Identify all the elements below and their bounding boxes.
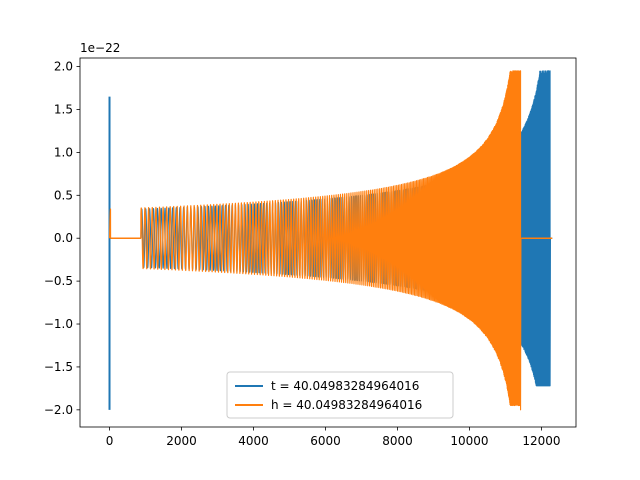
y-tick-label: 0.0: [54, 231, 73, 245]
x-tick-label: 2000: [166, 434, 197, 448]
series-h-chirp: [108, 70, 522, 411]
y-tick-label: −1.0: [44, 317, 73, 331]
y-tick-label: 2.0: [54, 60, 73, 74]
x-tick-label: 0: [106, 434, 114, 448]
y-axis-ticks: −2.0 −1.5 −1.0 −0.5 0.0 0.5 1.0 1.5 2.0: [44, 60, 80, 417]
x-tick-label: 8000: [382, 434, 413, 448]
y-tick-label: 1.0: [54, 145, 73, 159]
y-tick-label: 0.5: [54, 188, 73, 202]
legend: t = 40.04983284964016 h = 40.049832849640…: [226, 371, 454, 419]
y-tick-label: 1.5: [54, 102, 73, 116]
axes-frame: [79, 57, 577, 428]
x-axis-ticks: 0 2000 4000 6000 8000 10000 12000: [106, 427, 561, 448]
y-tick-label: −1.5: [44, 360, 73, 374]
legend-label: h = 40.04983284964016: [271, 398, 422, 412]
y-axis-offset-text: 1e−22: [80, 41, 120, 55]
x-tick-label: 12000: [522, 434, 560, 448]
x-tick-label: 4000: [238, 434, 269, 448]
y-tick-label: −0.5: [44, 274, 73, 288]
plot-series-group: [108, 70, 553, 411]
x-tick-label: 6000: [310, 434, 341, 448]
x-tick-label: 10000: [450, 434, 488, 448]
y-tick-label: −2.0: [44, 403, 73, 417]
legend-box: [226, 371, 454, 419]
legend-label: t = 40.04983284964016: [271, 379, 419, 393]
